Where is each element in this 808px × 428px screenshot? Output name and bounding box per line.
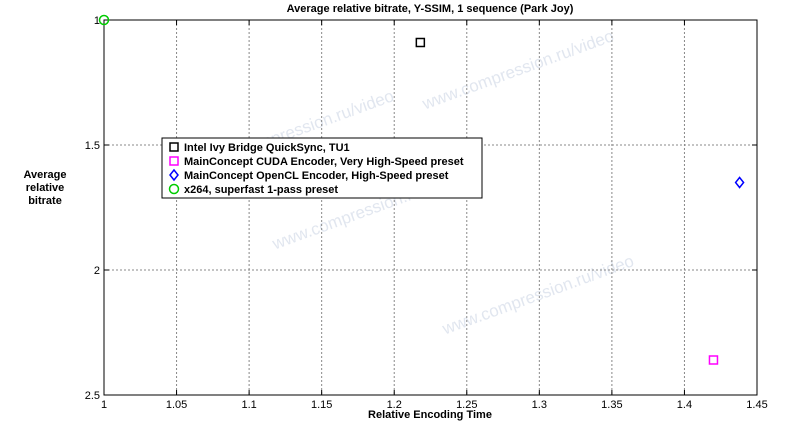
legend: Intel Ivy Bridge QuickSync, TU1 MainConce…: [161, 137, 483, 199]
x-tick-label: 1.35: [601, 399, 622, 411]
watermark-3: www.compression.ru/video: [439, 251, 636, 338]
legend-entry-label: MainConcept CUDA Encoder, Very High-Spee…: [184, 156, 464, 168]
x-tick-label: 1: [101, 399, 107, 411]
legend-marker-0: [169, 142, 179, 152]
y-tick-label: 2.5: [85, 390, 100, 402]
x-tick-label: 1.1: [241, 399, 256, 411]
watermark-2: www.compression.ru/video: [419, 26, 616, 113]
data-point-2: [734, 176, 745, 189]
x-tick-label: 1.05: [166, 399, 187, 411]
legend-entry-label: x264, superfast 1-pass preset: [184, 184, 338, 196]
plot-area-frame: [103, 19, 758, 396]
data-point-3: [98, 14, 110, 26]
x-axis-label: Relative Encoding Time: [368, 409, 492, 421]
legend-entry-label: Intel Ivy Bridge QuickSync, TU1: [184, 142, 350, 154]
y-axis-label-line: Average: [23, 169, 66, 181]
legend-marker-1: [169, 156, 179, 166]
x-axis-ticks: 1 1.05 1.1 1.15 1.2 1.25 1.3 1.35 1.4 1.45: [101, 20, 768, 411]
legend-box: [161, 137, 483, 199]
chart-title: Average relative bitrate, Y-SSIM, 1 sequ…: [287, 3, 574, 15]
y-axis-label-line: bitrate: [28, 195, 62, 207]
data-point-0: [415, 37, 426, 48]
x-tick-label: 1.3: [532, 399, 547, 411]
y-tick-label: 1.5: [85, 140, 100, 152]
x-tick-label: 1.45: [746, 399, 767, 411]
y-tick-label: 1: [94, 15, 100, 27]
y-axis-ticks: 1 1.5 2 2.5: [85, 15, 757, 402]
y-tick-label: 2: [94, 265, 100, 277]
y-axis-label-line: relative: [26, 182, 65, 194]
x-tick-label: 1.2: [387, 399, 402, 411]
data-point-1: [708, 355, 719, 365]
x-tick-label: 1.15: [311, 399, 332, 411]
data-markers: [98, 14, 745, 365]
x-tick-label: 1.25: [456, 399, 477, 411]
x-tick-label: 1.4: [677, 399, 692, 411]
legend-entry-label: MainConcept OpenCL Encoder, High-Speed p…: [184, 170, 449, 182]
y-axis-label: Average relative bitrate: [23, 169, 66, 207]
legend-marker-2: [169, 168, 179, 182]
legend-marker-3: [168, 183, 180, 195]
grid: [104, 20, 757, 395]
